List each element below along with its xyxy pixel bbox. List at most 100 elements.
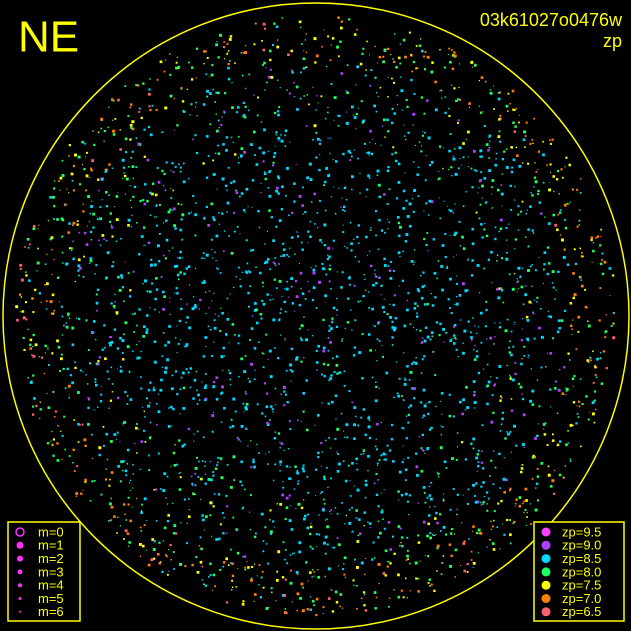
star	[549, 315, 553, 319]
star	[284, 517, 287, 521]
star	[313, 575, 315, 577]
star	[346, 91, 349, 95]
star	[454, 303, 456, 305]
magnitude-symbol	[18, 597, 22, 600]
star	[148, 469, 151, 472]
star	[277, 177, 281, 180]
star	[78, 231, 81, 234]
star	[202, 518, 205, 522]
star	[327, 137, 329, 139]
star	[267, 75, 271, 79]
star	[526, 337, 529, 341]
star	[129, 489, 131, 492]
star	[257, 96, 259, 99]
star	[108, 341, 111, 345]
star	[384, 549, 388, 553]
star	[145, 549, 147, 551]
star	[327, 597, 331, 600]
star	[71, 179, 74, 182]
star	[258, 146, 262, 150]
star	[410, 323, 412, 325]
star	[381, 305, 385, 309]
star	[311, 569, 314, 571]
star	[587, 418, 590, 421]
star	[578, 209, 581, 211]
star	[130, 126, 133, 130]
star	[346, 247, 349, 249]
star	[320, 95, 323, 98]
star	[406, 549, 409, 552]
star	[95, 293, 98, 296]
star	[453, 51, 456, 54]
star	[416, 474, 419, 477]
star	[211, 257, 214, 259]
star	[271, 295, 273, 297]
star	[82, 210, 85, 213]
star	[367, 291, 370, 293]
star	[505, 148, 508, 150]
star	[338, 371, 340, 373]
star	[441, 562, 444, 564]
star	[205, 515, 208, 519]
star	[510, 146, 513, 149]
star	[465, 138, 467, 141]
star	[179, 562, 183, 566]
star	[514, 361, 517, 364]
star	[481, 184, 484, 188]
star	[359, 62, 363, 66]
star	[331, 610, 335, 613]
star	[431, 533, 434, 536]
star	[433, 589, 436, 593]
star	[152, 547, 156, 551]
star	[138, 356, 141, 359]
star	[520, 339, 524, 342]
star	[172, 532, 176, 535]
star	[230, 136, 233, 139]
star	[556, 412, 559, 414]
star	[375, 385, 378, 389]
star	[151, 538, 155, 541]
star	[409, 590, 412, 592]
star	[177, 342, 180, 345]
star	[400, 493, 404, 497]
star	[559, 209, 562, 212]
star	[408, 513, 410, 516]
star	[196, 456, 198, 459]
star	[226, 189, 228, 192]
star	[218, 223, 221, 225]
star	[362, 47, 365, 50]
star	[552, 175, 556, 178]
star	[452, 212, 455, 214]
star	[382, 518, 384, 520]
star	[499, 430, 502, 432]
star	[138, 253, 141, 256]
star	[378, 387, 380, 389]
star	[242, 402, 245, 405]
star	[470, 331, 472, 334]
star	[265, 333, 268, 336]
star	[31, 354, 33, 356]
star	[62, 262, 64, 264]
star	[53, 309, 56, 312]
star	[542, 268, 545, 271]
star	[480, 171, 483, 174]
star	[82, 276, 85, 278]
star	[205, 312, 207, 315]
star	[532, 454, 535, 457]
star	[488, 169, 492, 173]
star	[518, 496, 522, 499]
star	[511, 287, 515, 291]
star	[310, 201, 313, 203]
star	[480, 76, 484, 79]
star	[301, 467, 305, 470]
star	[124, 85, 127, 87]
star	[279, 460, 283, 464]
star	[202, 103, 206, 106]
star	[76, 223, 79, 226]
star	[407, 558, 409, 561]
star	[147, 563, 151, 567]
star	[392, 535, 394, 538]
star	[194, 472, 197, 475]
star	[270, 587, 273, 590]
star	[130, 206, 133, 209]
